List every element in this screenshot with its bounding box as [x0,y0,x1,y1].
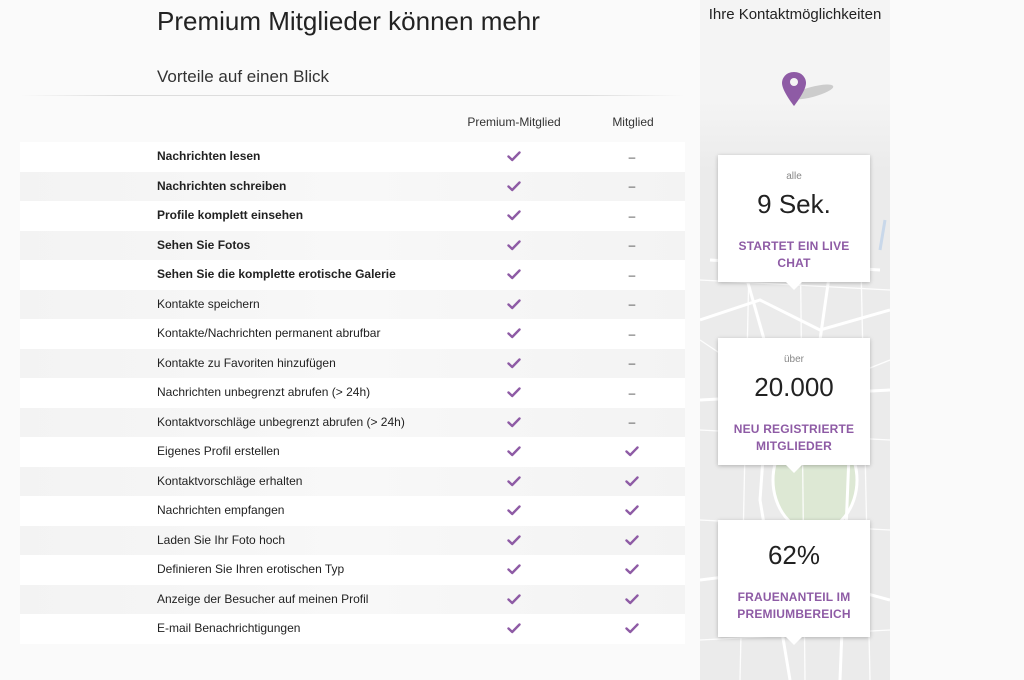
dash-member: – [602,231,662,261]
check-icon [602,467,662,497]
stat-value: 62% [767,540,821,570]
table-row: Nachrichten empfangen [20,496,685,526]
table-row: Anzeige der Besucher auf meinen Profil [20,584,685,615]
dash-icon: – [628,149,636,164]
dash-member: – [602,260,662,290]
column-header-member: Mitglied [612,115,654,129]
feature-label: Eigenes Profil erstellen [157,444,280,458]
table-row: Profile komplett einsehen – [20,201,685,231]
dash-icon: – [628,267,636,282]
dash-icon: – [628,356,636,371]
check-icon [484,201,544,231]
stat-caption: NEU REGISTRIERTE MITGLIEDER [733,422,855,453]
stat-value: 9 Sek. [757,189,831,219]
stat-card-new-members: über 20.000 NEU REGISTRIERTE MITGLIEDER [718,338,870,473]
table-row: Kontakte speichern – [20,289,685,320]
check-icon [484,319,544,349]
contact-sidebar: Ihre Kontaktmöglichkeiten [700,0,890,680]
feature-label: Nachrichten unbegrenzt abrufen (> 24h) [157,385,371,399]
table-row: Kontaktvorschläge unbegrenzt abrufen (> … [20,407,685,438]
check-icon [484,467,544,497]
check-icon [602,437,662,467]
table-row: Laden Sie Ihr Foto hoch [20,525,685,556]
feature-label: Anzeige der Besucher auf meinen Profil [157,591,369,606]
feature-label: Nachrichten schreiben [157,178,287,193]
dash-member: – [602,201,662,231]
table-row: Nachrichten unbegrenzt abrufen (> 24h) – [20,378,685,408]
table-row: Sehen Sie Fotos – [20,230,685,261]
feature-label: Kontakte zu Favoriten hinzufügen [157,355,336,370]
check-icon [484,496,544,526]
page-title: Premium Mitglieder können mehr [157,6,540,36]
divider [20,95,685,96]
check-icon [484,231,544,261]
check-icon [484,526,544,556]
dash-icon: – [628,415,636,430]
dash-icon: – [628,326,636,341]
feature-label: Kontaktvorschläge unbegrenzt abrufen (> … [157,414,405,429]
stat-value: 20.000 [754,372,834,402]
table-row: Nachrichten lesen – [20,142,685,172]
check-icon [602,555,662,585]
check-icon [602,614,662,644]
table-row: Kontakte/Nachrichten permanent abrufbar – [20,319,685,349]
feature-label: Kontakte speichern [157,296,260,311]
stat-prefix: alle [786,171,802,182]
table-row: Kontaktvorschläge erhalten [20,466,685,497]
dash-member: – [602,142,662,172]
check-icon [602,585,662,615]
check-icon [484,408,544,438]
dash-icon: – [628,179,636,194]
feature-label: Kontakte/Nachrichten permanent abrufbar [157,326,381,340]
stat-caption: FRAUENANTEIL IM PREMIUMBEREICH [737,590,851,621]
check-icon [484,437,544,467]
dash-icon: – [628,208,636,223]
stat-caption: STARTET EIN LIVE CHAT [738,239,850,270]
dash-member: – [602,408,662,438]
dash-member: – [602,349,662,379]
dash-icon: – [628,238,636,253]
dash-member: – [602,319,662,349]
dash-member: – [602,172,662,202]
table-row: Definieren Sie Ihren erotischen Typ [20,555,685,585]
check-icon [602,526,662,556]
check-icon [484,614,544,644]
stat-card-women-share: 62% FRAUENANTEIL IM PREMIUMBEREICH [718,520,870,645]
map-pin-icon [780,70,840,115]
feature-label: Laden Sie Ihr Foto hoch [157,532,286,547]
feature-label: Kontaktvorschläge erhalten [157,473,303,488]
feature-label: E-mail Benachrichtigungen [157,621,301,635]
sidebar-title: Ihre Kontaktmöglichkeiten [708,6,882,23]
feature-label: Profile komplett einsehen [157,208,304,222]
stat-card-live-chat: alle 9 Sek. STARTET EIN LIVE CHAT [718,155,870,290]
table-row: E-mail Benachrichtigungen [20,614,685,644]
feature-label: Nachrichten empfangen [157,503,285,517]
stat-prefix: über [783,354,804,365]
dash-icon: – [628,385,636,400]
feature-label: Nachrichten lesen [157,149,261,163]
dash-member: – [602,290,662,320]
check-icon [484,290,544,320]
table-row: Sehen Sie die komplette erotische Galeri… [20,260,685,290]
check-icon [484,585,544,615]
feature-table: Nachrichten lesen – Nachrichten schreiben –… [20,142,685,644]
check-icon [484,555,544,585]
table-row: Nachrichten schreiben – [20,171,685,202]
check-icon [484,172,544,202]
check-icon [484,142,544,172]
table-row: Eigenes Profil erstellen [20,437,685,467]
check-icon [484,378,544,408]
feature-label: Sehen Sie Fotos [157,237,251,252]
check-icon [484,260,544,290]
comparison-panel: Premium Mitglieder können mehr Vorteile … [20,6,685,644]
feature-label: Definieren Sie Ihren erotischen Typ [157,562,345,576]
column-header-premium: Premium-Mitglied [467,115,561,129]
check-icon [602,496,662,526]
table-row: Kontakte zu Favoriten hinzufügen – [20,348,685,379]
feature-label: Sehen Sie die komplette erotische Galeri… [157,267,396,281]
section-subtitle: Vorteile auf einen Blick [157,67,329,86]
dash-member: – [602,378,662,408]
dash-icon: – [628,297,636,312]
check-icon [484,349,544,379]
